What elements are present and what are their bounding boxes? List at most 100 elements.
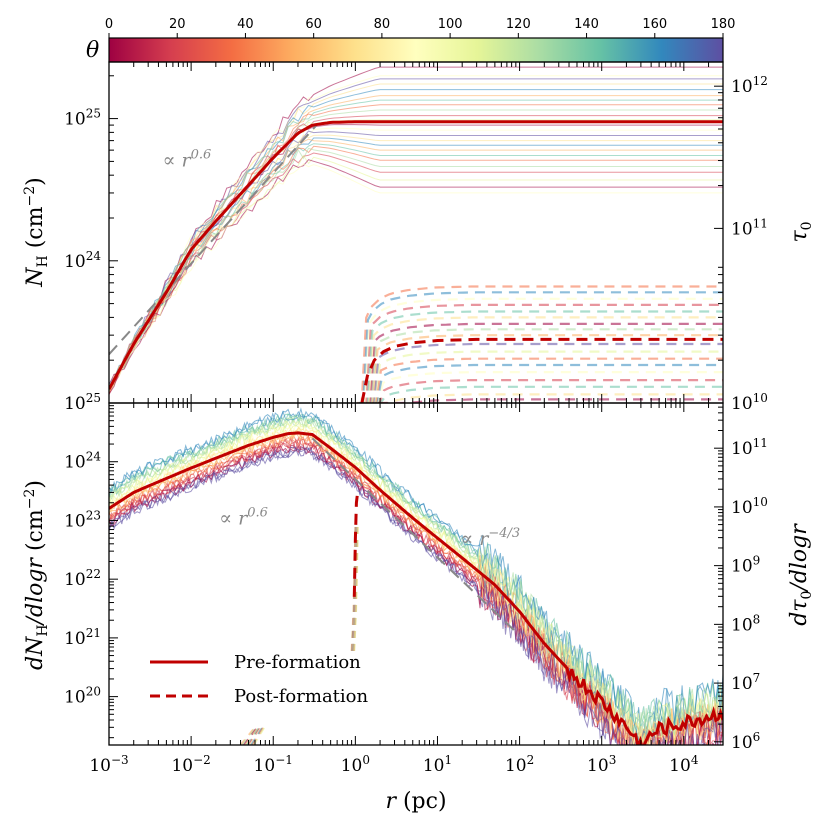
y-tick-label: 1024	[64, 249, 101, 272]
ensemble-line-bottom	[109, 445, 723, 745]
ensemble-line-post	[375, 379, 723, 403]
y-tick-label-right: 1010	[731, 495, 768, 518]
colorbar-tick-label: 180	[711, 17, 736, 32]
y-tick-label: 1025	[64, 107, 101, 130]
colorbar-tick-label: 140	[574, 17, 599, 32]
colorbar-tick-label: 120	[506, 17, 531, 32]
y-tick-label: 1022	[64, 567, 101, 590]
ensemble-line-pre	[109, 138, 723, 388]
ensemble-line-post-bottom	[252, 726, 266, 745]
ensemble-line-bottom	[109, 446, 723, 745]
bottom-ticks: 1024 1023 1022 1021 1020 1011 1010 109 108 107 106…	[64, 402, 768, 776]
bottom-panel: 1024 1023 1022 1021 1020 1011 1010 109 108 107 106…	[22, 402, 815, 814]
bottom-annotation: ∝ r0.6	[219, 506, 268, 530]
ensemble-line-post	[378, 398, 723, 403]
ensemble-line-post	[372, 357, 723, 403]
y-tick-label-right: 108	[731, 612, 760, 635]
bottom-axes-frame	[108, 402, 724, 746]
ensemble-line-pre	[109, 143, 723, 386]
ensemble-line-pre	[109, 104, 723, 390]
ensemble-line-pre	[109, 130, 723, 385]
reference-line-r43	[311, 437, 521, 637]
top-ticks: 1025 1024 1025 1012 1011 1010	[64, 62, 768, 414]
top-annotation-r06: ∝ r0.6	[163, 148, 212, 172]
ensemble-line-bottom	[109, 426, 723, 745]
colorbar-gradient	[108, 37, 724, 63]
y-tick-label-right: 106	[731, 730, 760, 753]
ensemble-line-pre	[109, 66, 723, 386]
legend-label-pre: Pre-formation	[234, 652, 361, 673]
pre-formation-line	[109, 120, 723, 390]
ensemble-line-post	[358, 291, 723, 403]
legend: Pre-formation Post-formation	[150, 652, 369, 707]
y-tick-label: 1021	[64, 626, 101, 649]
ensemble-line-post	[363, 310, 723, 403]
x-tick-label: 10−1	[254, 753, 293, 776]
bottom-annotations: ∝ r0.6 ∝ r−4/3	[219, 506, 520, 551]
ensemble-line-bottom	[109, 434, 723, 745]
colorbar-tick-label: 80	[374, 17, 391, 32]
ensemble-line-bottom	[109, 422, 723, 745]
colorbar-tick-label: 100	[438, 17, 463, 32]
ensemble-line-bottom	[109, 447, 723, 745]
colorbar-title: θ	[86, 38, 99, 63]
ensemble-line-post	[376, 385, 723, 403]
y-tick-label: 1020	[64, 685, 101, 708]
ensemble-line-post	[377, 393, 723, 403]
bottom-annotation: ∝ r−4/3	[460, 526, 520, 550]
ensemble-line-bottom	[109, 433, 723, 745]
bottom-ylabel: dNH/dlogr (cm−2)	[22, 480, 51, 670]
ensemble-line-post	[374, 371, 723, 403]
bottom-main-lines	[109, 431, 723, 745]
y-tick-label-right: 109	[731, 554, 760, 577]
post-formation-line	[360, 337, 723, 403]
y-tick-label: 1024	[64, 450, 101, 473]
x-tick-label: 10−2	[171, 753, 210, 776]
ensemble-line-post-bottom	[239, 726, 256, 745]
ensemble-line-post	[368, 334, 723, 403]
y-tick-label-right: 1012	[731, 74, 768, 97]
ensemble-line-pre	[109, 147, 723, 391]
y-tick-label-right: 1011	[731, 216, 768, 239]
x-axis-title: r (pc)	[385, 789, 446, 814]
ensemble-line-pre	[109, 145, 723, 394]
ensemble-line-pre	[109, 124, 723, 390]
ensemble-line-post-bottom	[353, 523, 359, 651]
legend-label-post: Post-formation	[234, 686, 369, 707]
pre-formation-line-bottom	[109, 431, 723, 745]
ensemble-line-pre	[109, 137, 723, 391]
x-tick-label: 103	[587, 753, 616, 776]
colorbar-ticks: 0 20 40 60 80 100 120 140 160 180	[105, 17, 736, 38]
y-tick-label-right: 107	[731, 671, 760, 694]
top-main-lines	[109, 120, 723, 403]
post-formation-line-bottom	[352, 490, 360, 597]
y-tick-label: 1025	[64, 391, 101, 414]
ensemble-line-post	[361, 303, 723, 403]
y-tick-label-right: 1011	[731, 436, 768, 459]
ensemble-line-pre	[109, 154, 723, 386]
x-tick-label: 102	[505, 753, 534, 776]
x-tick-label: 10−3	[89, 753, 128, 776]
ensemble-line-post	[371, 350, 723, 403]
colorbar-tick-label: 160	[642, 17, 667, 32]
ensemble-line-pre	[109, 89, 723, 386]
x-tick-label: 104	[669, 753, 699, 776]
ensemble-line-pre	[109, 134, 723, 393]
ensemble-line-post	[373, 363, 723, 403]
y-tick-label-right: 1010	[731, 391, 768, 414]
bottom-ylabel-right: dτ0/dlogr	[787, 523, 815, 626]
top-ylabel: NH (cm−2)	[22, 177, 51, 287]
ensemble-line-post	[366, 322, 723, 403]
x-tick-label: 101	[423, 753, 452, 776]
ensemble-line-bottom	[109, 408, 723, 743]
ensemble-line-pre	[109, 159, 723, 395]
colorbar-tick-label: 20	[169, 17, 186, 32]
colorbar-tick-label: 0	[105, 17, 113, 32]
colorbar-tick-label: 60	[305, 17, 322, 32]
top-ensemble-lines	[109, 66, 723, 403]
ensemble-line-bottom	[109, 415, 723, 744]
ensemble-line-post	[364, 316, 723, 403]
y-tick-label: 1023	[64, 508, 101, 531]
colorbar-tick-label: 40	[237, 17, 254, 32]
